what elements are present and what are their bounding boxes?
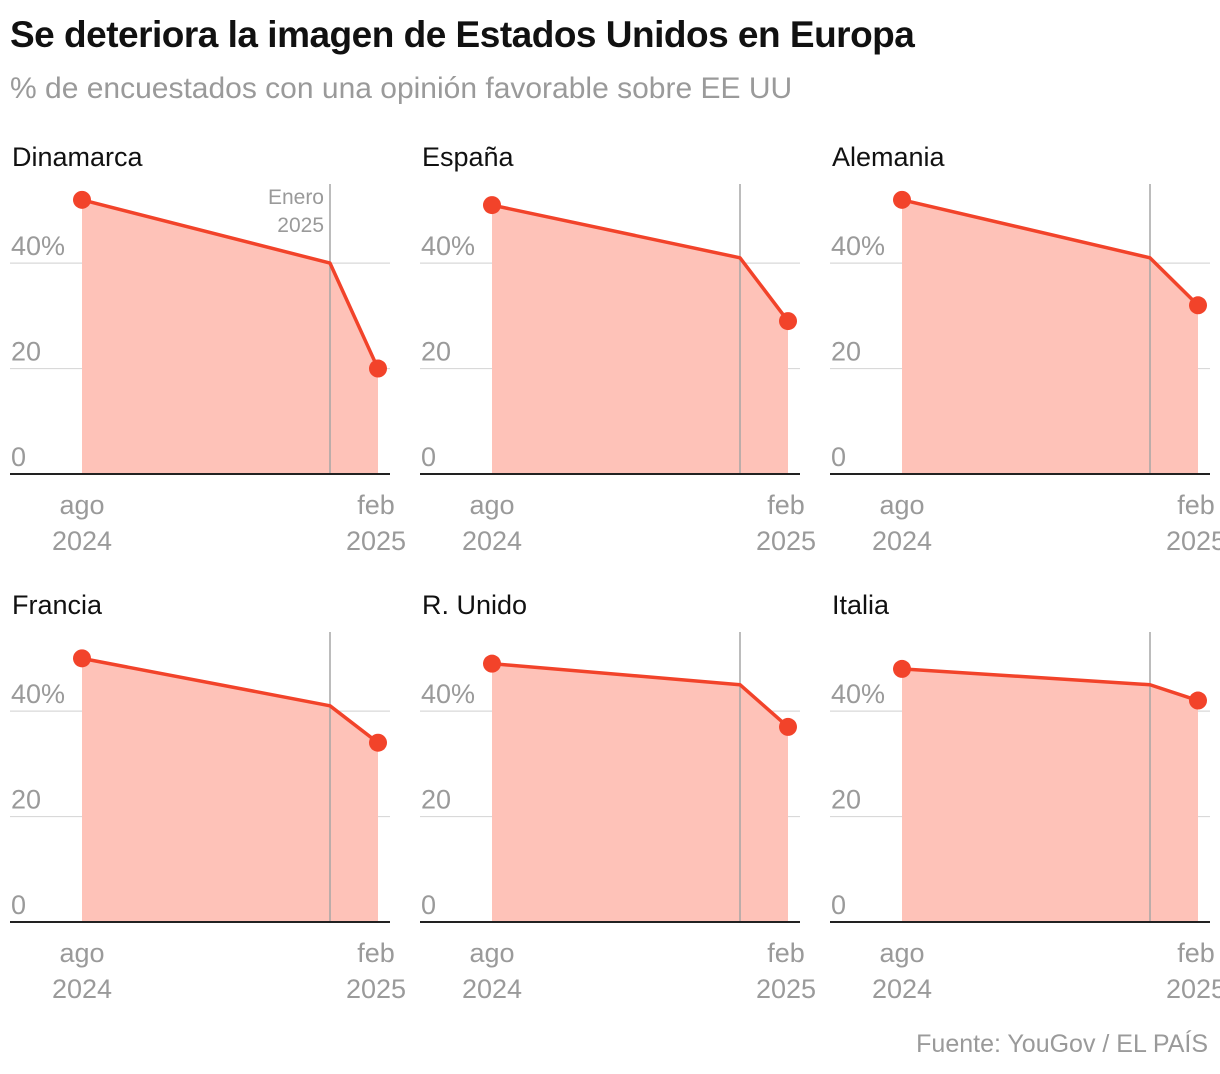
x-tick-label-start-month: ago — [879, 938, 924, 968]
data-point-2024-08 — [893, 190, 911, 209]
series-line — [81, 656, 380, 745]
x-tick-label-start-year: 2024 — [462, 974, 522, 1004]
x-tick-label-start-month: ago — [59, 490, 104, 520]
x-tick-label-end-year: 2025 — [756, 974, 816, 1004]
chart-panel-italia: 0 20 40% Italia ago 2024 feb 2025 — [830, 590, 1220, 1004]
series-line — [491, 203, 790, 323]
x-tick-label-start-year: 2024 — [872, 974, 932, 1004]
y-tick-label: 20 — [11, 337, 41, 367]
chart-panel-dinamarca: 0 20 40% Dinamarca ago 2024 feb 2025 Enero 2025 — [10, 142, 406, 556]
x-tick-label-start-month: ago — [879, 490, 924, 520]
y-tick-label: 20 — [11, 785, 41, 815]
x-tick-label-end-month: feb — [767, 938, 805, 968]
x-tick-label-start-year: 2024 — [52, 526, 112, 556]
data-point-2024-08 — [483, 196, 501, 215]
area-fill — [492, 663, 788, 922]
area-fill — [902, 668, 1198, 922]
series-line — [491, 661, 790, 729]
y-tick-label: 0 — [11, 890, 26, 920]
annotation-enero: Enero — [268, 186, 324, 209]
data-point-2025-02 — [1189, 691, 1207, 710]
y-tick-label: 40% — [11, 679, 65, 709]
chart-panel-alemania: 0 20 40% Alemania ago 2024 feb 2025 — [830, 142, 1220, 556]
area-fill — [82, 658, 378, 922]
y-tick-label: 0 — [831, 442, 846, 472]
data-point-2024-08 — [73, 649, 91, 668]
x-tick-label-start-month: ago — [59, 938, 104, 968]
source-note: Fuente: YouGov / EL PAÍS — [916, 1030, 1208, 1058]
y-tick-label: 40% — [11, 231, 65, 261]
y-tick-label: 20 — [831, 337, 861, 367]
y-tick-label: 20 — [421, 337, 451, 367]
x-tick-label-start-year: 2024 — [872, 526, 932, 556]
x-tick-label-end-year: 2025 — [1166, 974, 1220, 1004]
x-tick-label-end-month: feb — [767, 490, 805, 520]
annotation-2025: 2025 — [277, 214, 324, 237]
chart-title: Se deteriora la imagen de Estados Unidos… — [10, 14, 915, 55]
data-point-2025-02 — [779, 312, 797, 331]
x-tick-label-end-year: 2025 — [346, 526, 406, 556]
area-fill — [902, 199, 1198, 474]
chart-panel-francia: 0 20 40% Francia ago 2024 feb 2025 — [10, 590, 406, 1004]
panel-title: Italia — [832, 590, 890, 620]
y-tick-label: 0 — [421, 890, 436, 920]
y-tick-label: 40% — [831, 231, 885, 261]
series-line — [81, 198, 380, 370]
data-point-2025-02 — [1189, 296, 1207, 315]
chart-subtitle: % de encuestados con una opinión favorab… — [10, 72, 793, 105]
panel-title: Alemania — [832, 142, 946, 172]
panel-title: Francia — [12, 590, 103, 620]
y-tick-label: 0 — [421, 442, 436, 472]
data-point-2025-02 — [369, 733, 387, 752]
panel-title: Dinamarca — [12, 142, 144, 172]
x-tick-label-end-month: feb — [1177, 490, 1215, 520]
series-line — [901, 667, 1199, 703]
y-tick-label: 20 — [831, 785, 861, 815]
x-tick-label-end-month: feb — [1177, 938, 1215, 968]
y-tick-label: 0 — [831, 890, 846, 920]
x-tick-label-start-year: 2024 — [52, 974, 112, 1004]
x-tick-label-end-year: 2025 — [1166, 526, 1220, 556]
y-tick-label: 0 — [11, 442, 26, 472]
chart-panel-r-unido: 0 20 40% R. Unido ago 2024 feb 2025 — [420, 590, 816, 1004]
panel-title: R. Unido — [422, 590, 527, 620]
x-tick-label-start-month: ago — [469, 938, 514, 968]
panel-title: España — [422, 142, 515, 172]
x-tick-label-end-month: feb — [357, 490, 395, 520]
area-fill — [82, 199, 378, 474]
x-tick-label-start-year: 2024 — [462, 526, 522, 556]
data-point-2025-02 — [779, 717, 797, 736]
x-tick-label-end-year: 2025 — [756, 526, 816, 556]
data-point-2025-02 — [369, 359, 387, 378]
y-tick-label: 40% — [831, 679, 885, 709]
y-tick-label: 20 — [421, 785, 451, 815]
x-tick-label-end-month: feb — [357, 938, 395, 968]
y-tick-label: 40% — [421, 231, 475, 261]
y-tick-label: 40% — [421, 679, 475, 709]
data-point-2024-08 — [73, 190, 91, 209]
x-tick-label-end-year: 2025 — [346, 974, 406, 1004]
series-line — [901, 198, 1200, 307]
x-tick-label-start-month: ago — [469, 490, 514, 520]
data-point-2024-08 — [893, 659, 911, 678]
chart-panel-espa-a: 0 20 40% España ago 2024 feb 2025 — [420, 142, 816, 556]
data-point-2024-08 — [483, 654, 501, 673]
area-fill — [492, 205, 788, 474]
